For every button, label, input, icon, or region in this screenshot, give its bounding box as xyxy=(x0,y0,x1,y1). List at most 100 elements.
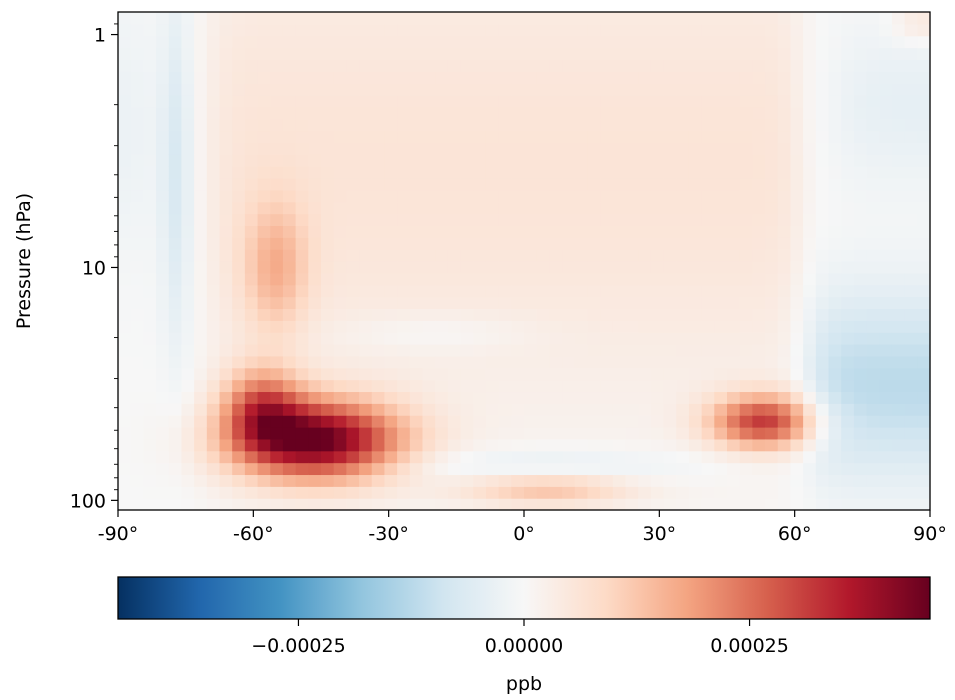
heatmap-cell xyxy=(727,166,741,179)
heatmap-cell xyxy=(676,130,690,144)
heatmap-cell xyxy=(232,272,246,286)
heatmap-cell xyxy=(790,12,804,25)
heatmap-cell xyxy=(777,462,792,476)
heatmap-cell xyxy=(473,23,487,37)
heatmap-cell xyxy=(333,249,347,262)
heatmap-cell xyxy=(777,427,792,440)
heatmap-cell xyxy=(270,47,284,61)
heatmap-cell xyxy=(422,438,436,452)
heatmap-cell xyxy=(257,450,271,464)
heatmap-cell xyxy=(181,249,195,262)
heatmap-cell xyxy=(587,213,601,227)
heatmap-cell xyxy=(282,391,297,404)
heatmap-cell xyxy=(828,379,842,393)
heatmap-cell xyxy=(156,83,170,96)
heatmap-cell xyxy=(714,12,728,25)
heatmap-cell xyxy=(333,213,347,227)
heatmap-cell xyxy=(891,59,906,72)
heatmap-cell xyxy=(244,166,259,179)
heatmap-cell xyxy=(359,391,373,404)
heatmap-cell xyxy=(587,154,601,167)
heatmap-cell xyxy=(650,201,665,215)
heatmap-cell xyxy=(917,284,931,298)
heatmap-cell xyxy=(815,83,830,96)
heatmap-cell xyxy=(803,344,817,357)
heatmap-cell xyxy=(498,308,512,321)
heatmap-cell xyxy=(688,403,703,416)
heatmap-cell xyxy=(156,308,170,321)
heatmap-cell xyxy=(168,272,183,286)
heatmap-cell xyxy=(447,95,462,108)
heatmap-cell xyxy=(663,450,677,464)
heatmap-cell xyxy=(815,249,830,262)
heatmap-cell xyxy=(346,71,360,84)
heatmap-cell xyxy=(511,344,525,357)
heatmap-cell xyxy=(853,355,868,369)
heatmap-cell xyxy=(485,118,500,132)
x-tick-label: -90° xyxy=(98,523,139,545)
heatmap-cell xyxy=(727,272,741,286)
heatmap-cell xyxy=(282,415,297,428)
heatmap-cell xyxy=(891,130,906,144)
heatmap-cell xyxy=(435,320,449,333)
heatmap-cell xyxy=(143,249,157,262)
heatmap-cell xyxy=(625,284,639,298)
heatmap-cell xyxy=(701,213,715,227)
heatmap-cell xyxy=(143,130,157,144)
heatmap-cell xyxy=(866,332,880,345)
heatmap-cell xyxy=(739,166,753,179)
heatmap-cell xyxy=(904,498,918,511)
heatmap-cell xyxy=(321,261,335,274)
heatmap-cell xyxy=(232,189,246,203)
heatmap-cell xyxy=(333,35,347,49)
heatmap-cell xyxy=(879,415,893,428)
heatmap-cell xyxy=(346,12,360,25)
heatmap-cell xyxy=(752,118,766,132)
heatmap-cell xyxy=(219,12,233,25)
heatmap-cell xyxy=(511,427,525,440)
heatmap-cell xyxy=(435,95,449,108)
heatmap-cell xyxy=(232,59,246,72)
heatmap-cell xyxy=(638,166,652,179)
heatmap-cell xyxy=(257,83,271,96)
heatmap-cell xyxy=(638,201,652,215)
heatmap-cell xyxy=(346,344,360,357)
heatmap-cell xyxy=(739,213,753,227)
heatmap-cell xyxy=(460,438,474,452)
heatmap-cell xyxy=(866,178,880,191)
heatmap-cell xyxy=(333,130,347,144)
heatmap-cell xyxy=(625,35,639,49)
heatmap-cell xyxy=(282,130,297,144)
heatmap-cell xyxy=(409,118,424,132)
heatmap-cell xyxy=(866,225,880,238)
heatmap-cell xyxy=(295,237,309,250)
heatmap-cell xyxy=(282,284,297,298)
heatmap-cell xyxy=(219,367,233,381)
heatmap-cell xyxy=(371,95,386,108)
heatmap-cell xyxy=(663,130,677,144)
heatmap-cell xyxy=(244,272,259,286)
heatmap-cell xyxy=(194,415,208,428)
heatmap-cell xyxy=(562,35,576,49)
heatmap-cell xyxy=(752,367,766,381)
heatmap-cell xyxy=(333,166,347,179)
heatmap-cell xyxy=(562,12,576,25)
heatmap-cell xyxy=(663,225,677,238)
heatmap-cell xyxy=(701,296,715,310)
heatmap-cell xyxy=(853,95,868,108)
heatmap-cell xyxy=(485,438,500,452)
heatmap-cell xyxy=(904,154,918,167)
heatmap-cell xyxy=(321,474,335,487)
heatmap-cell xyxy=(371,438,386,452)
heatmap-cell xyxy=(308,166,322,179)
heatmap-cell xyxy=(308,296,322,310)
heatmap-cell xyxy=(891,12,906,25)
heatmap-cell xyxy=(828,95,842,108)
heatmap-cell xyxy=(663,71,677,84)
heatmap-cell xyxy=(219,23,233,37)
heatmap-cell xyxy=(625,296,639,310)
heatmap-cell xyxy=(841,130,855,144)
heatmap-cell xyxy=(422,474,436,487)
heatmap-cell xyxy=(638,213,652,227)
heatmap-cell xyxy=(333,355,347,369)
